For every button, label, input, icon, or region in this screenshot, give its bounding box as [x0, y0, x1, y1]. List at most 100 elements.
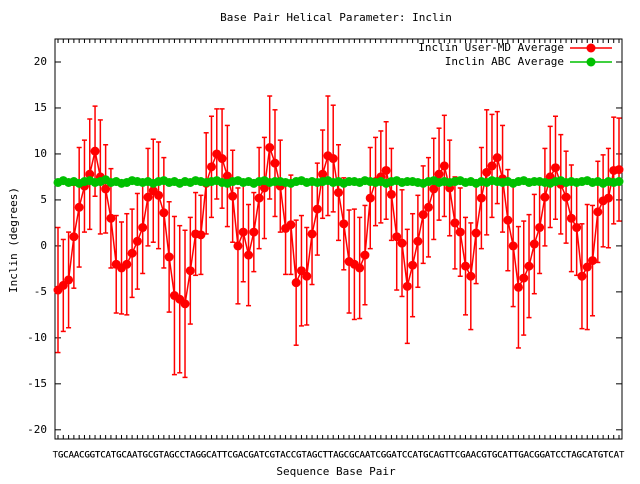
data-point — [466, 271, 476, 281]
x-tick-label: GG — [534, 451, 545, 461]
data-point — [228, 191, 238, 201]
x-tick-label: GT — [296, 451, 307, 461]
x-tick-label: TA — [301, 451, 312, 461]
x-tick-label: GT — [598, 451, 609, 461]
x-tick-label: GC — [143, 451, 154, 461]
data-point — [524, 261, 534, 271]
x-tick-label: GC — [201, 451, 212, 461]
x-tick-label: CC — [285, 451, 296, 461]
x-tick-label: GA — [518, 451, 529, 461]
x-tick-label: AG — [307, 451, 318, 461]
x-tick-label: AG — [571, 451, 582, 461]
x-tick-label: CG — [264, 451, 275, 461]
data-point — [185, 266, 195, 276]
x-tick-label: GC — [577, 451, 588, 461]
x-tick-label: TC — [550, 451, 561, 461]
data-point — [529, 239, 539, 249]
x-tick-label: TC — [397, 451, 408, 461]
y-tick-label: 0 — [40, 239, 47, 252]
x-tick-label: TG — [137, 451, 148, 461]
data-point — [254, 193, 264, 203]
x-tick-label: CA — [100, 451, 111, 461]
data-point — [249, 227, 259, 237]
data-point — [614, 177, 624, 187]
data-point — [270, 158, 280, 168]
x-tick-label: GA — [539, 451, 550, 461]
x-tick-label: CG — [227, 451, 238, 461]
y-tick-label: -15 — [27, 377, 47, 390]
data-point — [238, 227, 248, 237]
data-point — [138, 223, 148, 233]
data-point — [402, 281, 412, 291]
x-tick-label: CG — [79, 451, 90, 461]
data-point — [132, 236, 142, 246]
data-point — [291, 278, 301, 288]
data-point — [127, 248, 137, 258]
x-tick-label: TG — [592, 451, 603, 461]
y-tick-label: 10 — [34, 147, 47, 160]
x-tick-label: TC — [370, 451, 381, 461]
data-point — [69, 232, 79, 242]
data-point — [550, 163, 560, 173]
x-tick-label: AG — [434, 451, 445, 461]
data-point — [503, 215, 513, 225]
x-tick-label: TA — [328, 451, 339, 461]
data-point — [90, 146, 100, 156]
x-tick-label: AT — [502, 451, 513, 461]
x-tick-label: AC — [74, 451, 85, 461]
data-point — [286, 220, 296, 230]
x-tick-label: GC — [169, 451, 180, 461]
x-tick-label: GG — [84, 451, 95, 461]
x-tick-label: AG — [190, 451, 201, 461]
x-tick-label: CA — [63, 451, 74, 461]
x-tick-label: CG — [344, 451, 355, 461]
x-tick-label: CG — [529, 451, 540, 461]
x-tick-label: GC — [349, 451, 360, 461]
x-tick-label: CA — [407, 451, 418, 461]
x-tick-label: GT — [439, 451, 450, 461]
x-tick-label: GC — [312, 451, 323, 461]
x-tick-label: GT — [153, 451, 164, 461]
data-point — [593, 207, 603, 217]
x-tick-label: CC — [555, 451, 566, 461]
data-point — [101, 184, 111, 194]
data-point — [328, 154, 338, 164]
x-tick-label: AT — [365, 451, 376, 461]
data-point — [588, 256, 598, 266]
data-point — [265, 143, 275, 153]
x-tick-label: AT — [132, 451, 143, 461]
data-point — [566, 213, 576, 223]
x-axis-label: Sequence Base Pair — [276, 465, 396, 478]
x-tick-label: GC — [492, 451, 503, 461]
x-tick-label: AT — [106, 451, 117, 461]
x-tick-label: AA — [68, 451, 79, 461]
chart-title: Base Pair Helical Parameter: Inclin — [220, 11, 452, 24]
data-point — [106, 213, 116, 223]
x-tick-label: GA — [460, 451, 471, 461]
x-tick-label: AT — [211, 451, 222, 461]
x-tick-label: AT — [545, 451, 556, 461]
x-tick-label: AC — [471, 451, 482, 461]
x-tick-label: AT — [412, 451, 423, 461]
legend-label: Inclin User-MD Average — [418, 41, 564, 54]
x-tick-label: TA — [566, 451, 577, 461]
data-point — [476, 193, 486, 203]
x-tick-label: CG — [291, 451, 302, 461]
data-point — [482, 167, 492, 177]
data-point — [455, 227, 465, 237]
x-tick-label: GA — [233, 451, 244, 461]
x-tick-label: TC — [222, 451, 233, 461]
data-point — [159, 208, 169, 218]
data-point — [471, 228, 481, 238]
data-point — [434, 169, 444, 179]
data-point — [423, 202, 433, 212]
x-tick-label: GA — [248, 451, 259, 461]
data-point — [450, 218, 460, 228]
data-point — [461, 261, 471, 271]
x-tick-label: GA — [386, 451, 397, 461]
data-point — [492, 153, 502, 163]
data-point — [307, 229, 317, 239]
data-point — [244, 250, 254, 260]
data-point — [217, 154, 227, 164]
